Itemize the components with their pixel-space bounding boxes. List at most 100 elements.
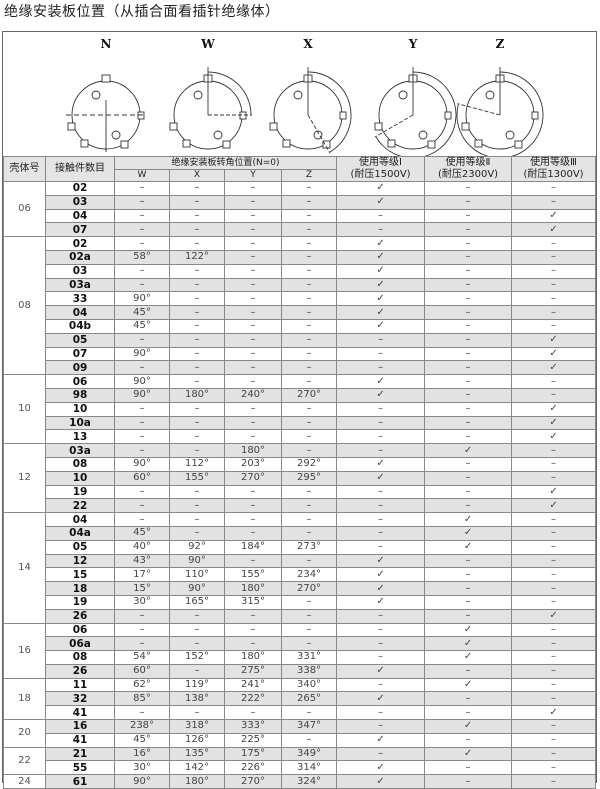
table-row: 12 43° 90° – – ✓ – – [4, 553, 596, 569]
value-cell: – [511, 622, 596, 638]
value-cell: 135° [169, 746, 225, 762]
table-row: 07– – – – – – ✓ [4, 222, 596, 238]
table-row: 10– – – – – – ✓ [4, 401, 596, 417]
value-cell: 331° [280, 650, 338, 665]
value-cell: 152° [169, 650, 225, 665]
contacts-cell: 02 [45, 236, 115, 251]
contacts-cell: 26 [45, 608, 115, 624]
value-cell: ✓ [511, 498, 596, 514]
diagram-label: Z [496, 37, 505, 51]
value-cell: 340° [280, 677, 338, 693]
value-cell: – [336, 332, 426, 348]
contacts-cell: 10a [45, 415, 115, 431]
table-row: 19 30° 165° 315° – ✓ – – [4, 594, 596, 610]
header-y: Y [224, 168, 282, 182]
contacts-cell: 05 [45, 332, 115, 348]
value-cell: 90° [114, 291, 170, 307]
value-cell: – [280, 732, 338, 748]
contacts-cell: 04 [45, 305, 115, 320]
value-cell: – [280, 705, 338, 721]
value-cell: – [424, 415, 513, 431]
value-cell: – [280, 208, 338, 224]
value-cell: – [336, 677, 426, 693]
value-cell: – [424, 760, 513, 776]
shell-size-cell: 08 [3, 236, 46, 376]
value-cell: – [511, 594, 596, 610]
value-cell: – [224, 291, 282, 307]
value-cell: – [511, 318, 596, 334]
value-cell: – [511, 525, 596, 541]
value-cell: – [169, 429, 225, 445]
value-cell: – [169, 498, 225, 514]
value-cell: ✓ [511, 208, 596, 224]
table-row: 14 04– – – – – ✓ – [3, 512, 596, 624]
value-cell: – [511, 553, 596, 569]
value-cell: – [424, 181, 513, 196]
value-cell: ✓ [336, 732, 426, 748]
value-cell: – [424, 194, 513, 210]
value-cell: 30° [114, 594, 170, 610]
value-cell: 225° [224, 732, 282, 748]
value-cell: – [224, 332, 282, 348]
value-cell: – [114, 277, 170, 293]
value-cell: ✓ [336, 456, 426, 472]
value-cell: – [224, 236, 282, 251]
contacts-cell: 04a [45, 525, 115, 541]
value-cell: – [224, 498, 282, 514]
value-cell: – [280, 525, 338, 541]
value-cell: – [424, 360, 513, 376]
value-cell: 203° [224, 456, 282, 472]
value-cell: 155° [169, 470, 225, 486]
value-cell: – [511, 663, 596, 679]
value-cell: – [280, 236, 338, 251]
value-cell: – [169, 622, 225, 638]
value-cell: – [511, 374, 596, 389]
value-cell: 270° [280, 387, 338, 403]
value-cell: – [224, 222, 282, 238]
value-cell: – [169, 318, 225, 334]
value-cell: – [280, 374, 338, 389]
value-cell: ✓ [511, 415, 596, 431]
value-cell: – [336, 705, 426, 721]
value-cell: ✓ [336, 263, 426, 279]
value-cell: – [424, 484, 513, 500]
diagram-label: W [200, 37, 215, 51]
value-cell: ✓ [336, 760, 426, 776]
value-cell: 180° [169, 387, 225, 403]
table-row: 20 16 238° 318° 333° 347° – ✓ – [3, 719, 596, 748]
value-cell: 142° [169, 760, 225, 776]
value-cell: – [424, 663, 513, 679]
page-title: 绝缘安装板位置（从插合面看插针绝缘体） [4, 4, 280, 20]
value-cell: – [169, 512, 225, 527]
diagram-z: Z [456, 37, 544, 156]
value-cell: – [424, 222, 513, 238]
value-cell: ✓ [511, 608, 596, 624]
value-cell: – [114, 194, 170, 210]
value-cell: ✓ [336, 305, 426, 320]
contacts-cell: 06 [45, 374, 115, 389]
value-cell: – [336, 622, 426, 638]
value-cell: – [114, 484, 170, 500]
value-cell: 324° [280, 774, 338, 789]
table-row: 07 90° – – – – – ✓ [4, 346, 596, 362]
value-cell: 62° [114, 677, 170, 693]
value-cell: – [169, 236, 225, 251]
value-cell: – [280, 249, 338, 265]
value-cell: – [169, 332, 225, 348]
value-cell: – [424, 332, 513, 348]
value-cell: – [224, 318, 282, 334]
value-cell: – [424, 498, 513, 514]
table-row: 10 60° 155° 270° 295° ✓ – – [4, 470, 596, 486]
value-cell: 45° [114, 305, 170, 320]
value-cell: – [424, 456, 513, 472]
diagram-y: Y [374, 37, 457, 156]
value-cell: – [511, 581, 596, 596]
value-cell: – [280, 553, 338, 569]
value-cell: 54° [114, 650, 170, 665]
table-row: 04 45° – – – ✓ – – [4, 305, 596, 320]
value-cell: 275° [224, 663, 282, 679]
value-cell: – [280, 429, 338, 445]
table-row: 06 02– – – – ✓ – – [3, 180, 596, 238]
value-cell: – [336, 512, 426, 527]
